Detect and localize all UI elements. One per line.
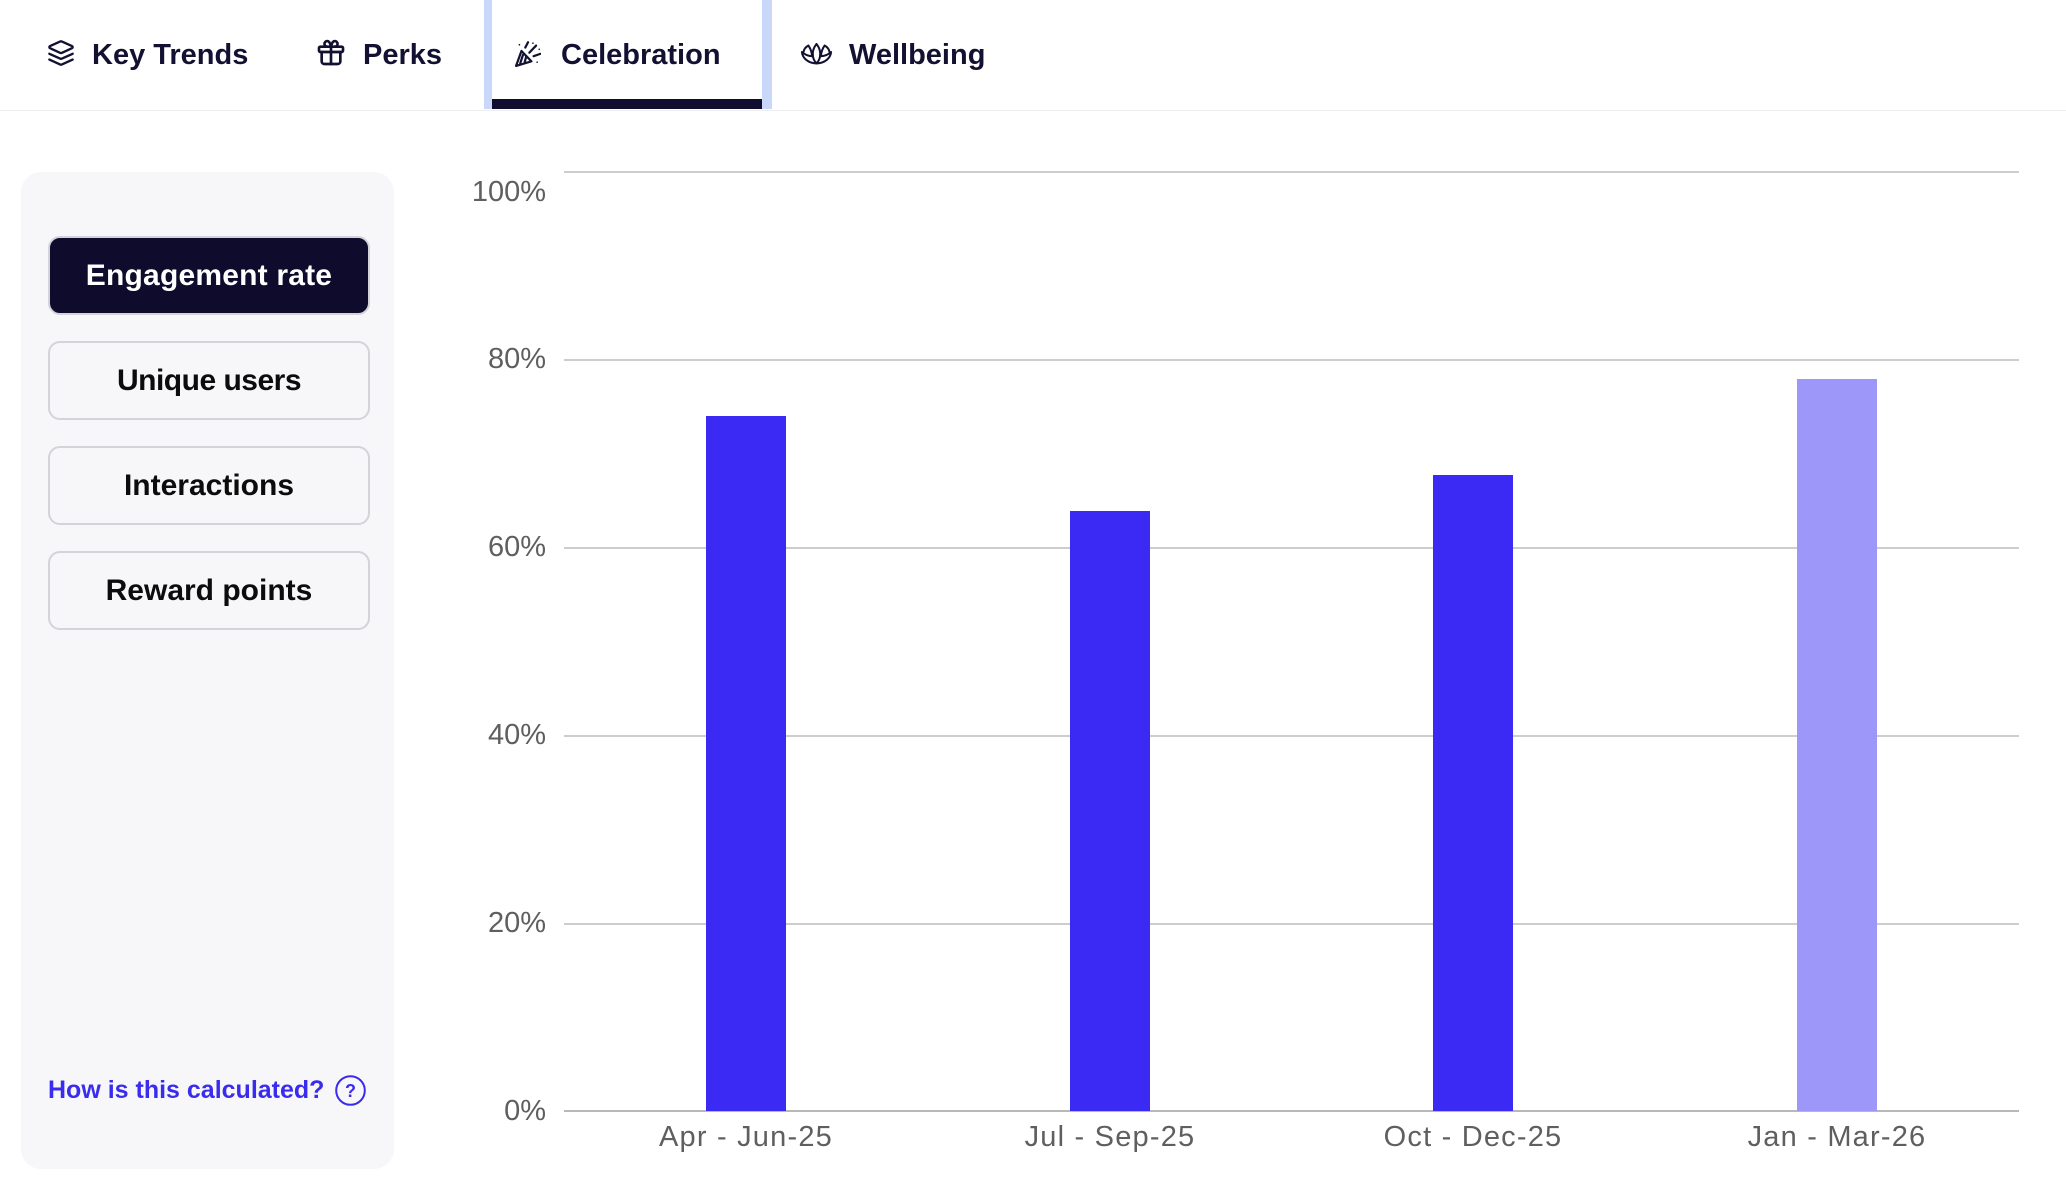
svg-text:?: ? — [345, 1081, 356, 1101]
